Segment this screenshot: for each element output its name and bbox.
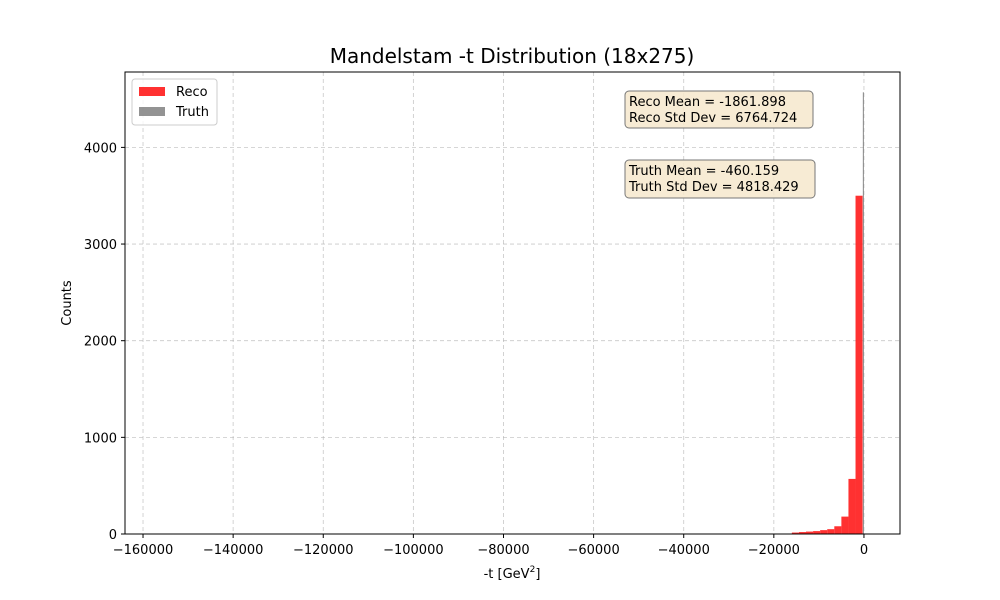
y-tick-label: 2000 (84, 335, 117, 350)
reco-histogram-bar (798, 532, 807, 534)
legend-label-truth: Truth (175, 105, 209, 120)
x-axis-label-superscript: 2 (530, 565, 536, 575)
x-tick-label: −140000 (203, 543, 264, 558)
x-tick-label: −160000 (113, 543, 174, 558)
y-tick-label: 1000 (84, 431, 117, 446)
x-tick-label: −100000 (383, 543, 444, 558)
x-axis-label: -t [GeV2] (484, 565, 541, 582)
histogram-bars (521, 92, 864, 535)
x-axis-label-main: -t [GeV (484, 567, 530, 582)
chart-title: Mandelstam -t Distribution (18x275) (330, 44, 695, 68)
x-tick-label: −40000 (658, 543, 710, 558)
x-tick-label: −120000 (293, 543, 354, 558)
x-tick-label: −20000 (748, 543, 800, 558)
y-tick-label: 3000 (84, 238, 117, 253)
reco-histogram-bar (813, 531, 821, 534)
x-tick-label: −80000 (477, 543, 529, 558)
legend-swatch-truth (139, 107, 165, 116)
reco-mean-text: Reco Mean = -1861.898 (629, 95, 786, 110)
truth-stats-box: Truth Mean = -460.159 Truth Std Dev = 48… (624, 159, 816, 199)
legend-swatch-reco (139, 87, 165, 96)
reco-histogram-bar (834, 526, 842, 534)
reco-histogram-bar (820, 530, 828, 534)
y-tick-label: 0 (109, 528, 117, 543)
x-tick-label: −60000 (567, 543, 619, 558)
plot-frame (124, 71, 901, 535)
reco-histogram-bar (848, 478, 856, 534)
reco-histogram-bar (827, 529, 835, 534)
truth-std-text: Truth Std Dev = 4818.429 (628, 180, 799, 195)
y-axis-ticks: 0 1000 2000 3000 4000 (84, 141, 125, 543)
x-axis-ticks: −160000 −140000 −120000 −100000 −80000 −60000… (113, 534, 868, 558)
legend-label-reco: Reco (176, 85, 208, 100)
truth-stats-background (624, 159, 816, 199)
reco-histogram-bar (841, 516, 849, 534)
y-tick-label: 4000 (84, 141, 117, 156)
truth-histogram-bar (862, 92, 864, 535)
reco-stats-background (624, 90, 814, 129)
x-axis-label-suffix: ] (535, 567, 540, 582)
y-axis-label: Counts (60, 280, 75, 326)
reco-std-text: Reco Std Dev = 6764.724 (629, 111, 797, 126)
legend: Reco Truth (131, 78, 218, 126)
truth-mean-text: Truth Mean = -460.159 (628, 164, 779, 179)
reco-histogram-bar (806, 531, 814, 534)
reco-histogram-bar (855, 195, 863, 534)
x-tick-label: 0 (860, 543, 868, 558)
reco-stats-box: Reco Mean = -1861.898 Reco Std Dev = 676… (624, 90, 814, 129)
reco-histogram-bar (791, 532, 799, 534)
